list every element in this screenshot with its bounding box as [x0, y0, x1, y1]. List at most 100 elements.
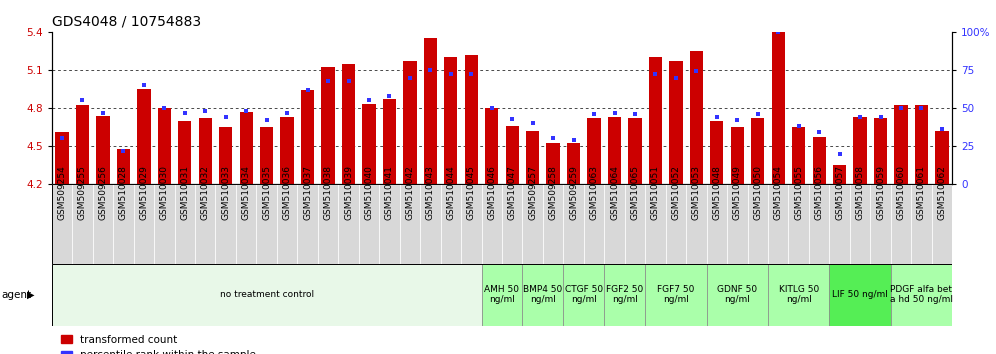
Text: GSM510038: GSM510038	[324, 165, 333, 220]
Bar	[608, 117, 622, 184]
Bar	[564, 264, 605, 326]
Bar	[931, 184, 952, 264]
Text: GSM509257: GSM509257	[528, 165, 537, 220]
Bar	[935, 131, 948, 184]
Bar	[911, 184, 931, 264]
Text: GSM510042: GSM510042	[405, 165, 414, 220]
Text: GSM510060: GSM510060	[896, 165, 905, 220]
Bar	[154, 184, 174, 264]
Text: GDS4048 / 10754883: GDS4048 / 10754883	[52, 14, 201, 28]
Bar	[318, 184, 339, 264]
Bar	[219, 127, 232, 184]
Bar	[669, 61, 682, 184]
Text: GSM510055: GSM510055	[794, 165, 803, 220]
Text: GSM510046: GSM510046	[487, 165, 496, 220]
Bar	[789, 184, 809, 264]
Text: agent: agent	[1, 290, 31, 300]
Text: GSM510028: GSM510028	[119, 165, 127, 220]
Text: GSM510054: GSM510054	[774, 165, 783, 220]
Text: GSM510039: GSM510039	[344, 165, 353, 220]
Text: GSM510056: GSM510056	[815, 165, 824, 220]
Text: FGF7 50
ng/ml: FGF7 50 ng/ml	[657, 285, 694, 304]
Bar	[481, 264, 523, 326]
Bar	[772, 32, 785, 184]
Bar	[748, 184, 768, 264]
Bar	[871, 184, 890, 264]
Bar	[890, 184, 911, 264]
Bar	[481, 184, 502, 264]
Bar	[706, 264, 768, 326]
Bar	[322, 67, 335, 184]
Bar	[444, 57, 457, 184]
Text: GSM510051: GSM510051	[651, 165, 660, 220]
Bar	[301, 90, 314, 184]
Text: GSM510047: GSM510047	[508, 165, 517, 220]
Text: AMH 50
ng/ml: AMH 50 ng/ml	[484, 285, 520, 304]
Bar	[277, 184, 298, 264]
Bar	[198, 118, 212, 184]
Text: GSM510065: GSM510065	[630, 165, 639, 220]
Bar	[547, 143, 560, 184]
Bar	[665, 184, 686, 264]
Text: GSM509254: GSM509254	[58, 165, 67, 220]
Bar	[76, 105, 89, 184]
Bar	[648, 57, 662, 184]
Bar	[690, 51, 703, 184]
Bar	[584, 184, 605, 264]
Bar	[628, 118, 641, 184]
Text: GSM510035: GSM510035	[262, 165, 271, 220]
Legend: transformed count, percentile rank within the sample: transformed count, percentile rank withi…	[57, 331, 260, 354]
Text: GSM509256: GSM509256	[99, 165, 108, 220]
Bar	[850, 184, 871, 264]
Bar	[523, 264, 564, 326]
Text: GSM510041: GSM510041	[384, 165, 394, 220]
Bar	[117, 149, 130, 184]
Bar	[440, 184, 461, 264]
Text: GSM510064: GSM510064	[610, 165, 620, 220]
Text: GSM510029: GSM510029	[139, 165, 148, 220]
Bar	[523, 184, 543, 264]
Bar	[157, 108, 171, 184]
Bar	[52, 264, 481, 326]
Bar	[502, 184, 523, 264]
Text: GSM510050: GSM510050	[753, 165, 762, 220]
Bar	[686, 184, 706, 264]
Bar	[281, 117, 294, 184]
Text: PDGF alfa bet
a hd 50 ng/ml: PDGF alfa bet a hd 50 ng/ml	[890, 285, 953, 304]
Text: GSM510040: GSM510040	[365, 165, 374, 220]
Text: GSM510053: GSM510053	[692, 165, 701, 220]
Text: GSM510045: GSM510045	[467, 165, 476, 220]
Text: BMP4 50
ng/ml: BMP4 50 ng/ml	[523, 285, 563, 304]
Bar	[830, 264, 890, 326]
Text: GSM510043: GSM510043	[426, 165, 435, 220]
Bar	[236, 184, 256, 264]
Bar	[605, 264, 645, 326]
Bar	[890, 264, 952, 326]
Text: GSM510052: GSM510052	[671, 165, 680, 220]
Bar	[93, 184, 114, 264]
Bar	[710, 121, 723, 184]
Bar	[809, 184, 830, 264]
Bar	[624, 184, 645, 264]
Bar	[526, 131, 539, 184]
Text: GSM510061: GSM510061	[917, 165, 926, 220]
Text: ▶: ▶	[27, 290, 35, 300]
Text: GSM510049: GSM510049	[733, 165, 742, 220]
Bar	[97, 116, 110, 184]
Bar	[423, 38, 437, 184]
Text: GSM509259: GSM509259	[569, 165, 578, 220]
Text: GSM510058: GSM510058	[856, 165, 865, 220]
Bar	[768, 184, 789, 264]
Bar	[706, 184, 727, 264]
Text: GSM510031: GSM510031	[180, 165, 189, 220]
Bar	[543, 184, 564, 264]
Text: GSM510059: GSM510059	[876, 165, 885, 220]
Text: GSM510063: GSM510063	[590, 165, 599, 220]
Bar	[645, 264, 706, 326]
Bar	[379, 184, 399, 264]
Bar	[137, 89, 150, 184]
Bar	[751, 118, 764, 184]
Bar	[399, 184, 420, 264]
Bar	[73, 184, 93, 264]
Bar	[645, 184, 665, 264]
